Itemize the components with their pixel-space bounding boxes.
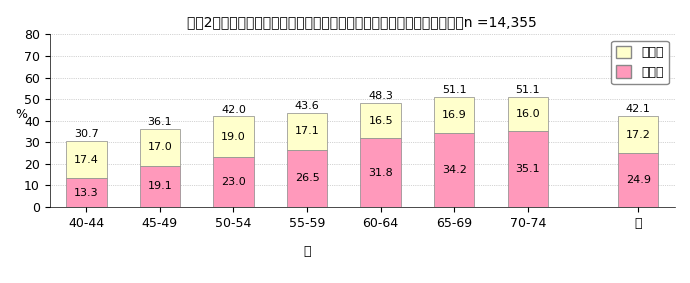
Bar xyxy=(213,116,254,157)
Text: 23.0: 23.0 xyxy=(221,177,246,187)
Bar xyxy=(618,116,658,153)
Text: 19.0: 19.0 xyxy=(221,132,246,142)
Legend: 予備群, 該当者: 予備群, 該当者 xyxy=(611,40,669,84)
Y-axis label: %: % xyxy=(15,108,27,121)
Text: 42.1: 42.1 xyxy=(626,104,651,114)
Title: 令和2年度　西尾市メタボリックシンドローム該当者・予備群（男性）　n =14,355: 令和2年度 西尾市メタボリックシンドローム該当者・予備群（男性） n =14,3… xyxy=(188,15,537,29)
Text: 16.0: 16.0 xyxy=(515,109,540,119)
Text: 歳: 歳 xyxy=(304,245,310,258)
Bar xyxy=(508,97,548,131)
Text: 26.5: 26.5 xyxy=(295,173,319,183)
Text: 43.6: 43.6 xyxy=(295,101,319,111)
Text: 51.1: 51.1 xyxy=(515,85,540,95)
Bar xyxy=(434,97,475,133)
Text: 51.1: 51.1 xyxy=(442,85,466,95)
Bar xyxy=(360,138,401,207)
Bar xyxy=(508,131,548,207)
Text: 19.1: 19.1 xyxy=(148,181,172,191)
Bar xyxy=(213,157,254,207)
Text: 17.1: 17.1 xyxy=(295,127,319,136)
Text: 42.0: 42.0 xyxy=(221,105,246,115)
Bar xyxy=(360,103,401,138)
Text: 24.9: 24.9 xyxy=(626,175,651,185)
Text: 36.1: 36.1 xyxy=(148,117,172,127)
Text: 16.5: 16.5 xyxy=(368,115,393,126)
Bar xyxy=(434,133,475,207)
Text: 35.1: 35.1 xyxy=(515,164,540,174)
Text: 16.9: 16.9 xyxy=(442,110,466,120)
Text: 48.3: 48.3 xyxy=(368,91,393,101)
Bar xyxy=(66,178,106,207)
Bar xyxy=(139,166,180,207)
Bar xyxy=(66,141,106,178)
Bar xyxy=(618,153,658,207)
Bar xyxy=(287,150,327,207)
Bar xyxy=(139,129,180,166)
Text: 17.4: 17.4 xyxy=(74,155,99,164)
Bar xyxy=(287,113,327,150)
Text: 17.2: 17.2 xyxy=(626,130,651,140)
Text: 13.3: 13.3 xyxy=(74,188,99,198)
Text: 34.2: 34.2 xyxy=(442,165,466,175)
Text: 31.8: 31.8 xyxy=(368,168,393,178)
Text: 30.7: 30.7 xyxy=(74,129,99,139)
Text: 17.0: 17.0 xyxy=(148,142,172,153)
